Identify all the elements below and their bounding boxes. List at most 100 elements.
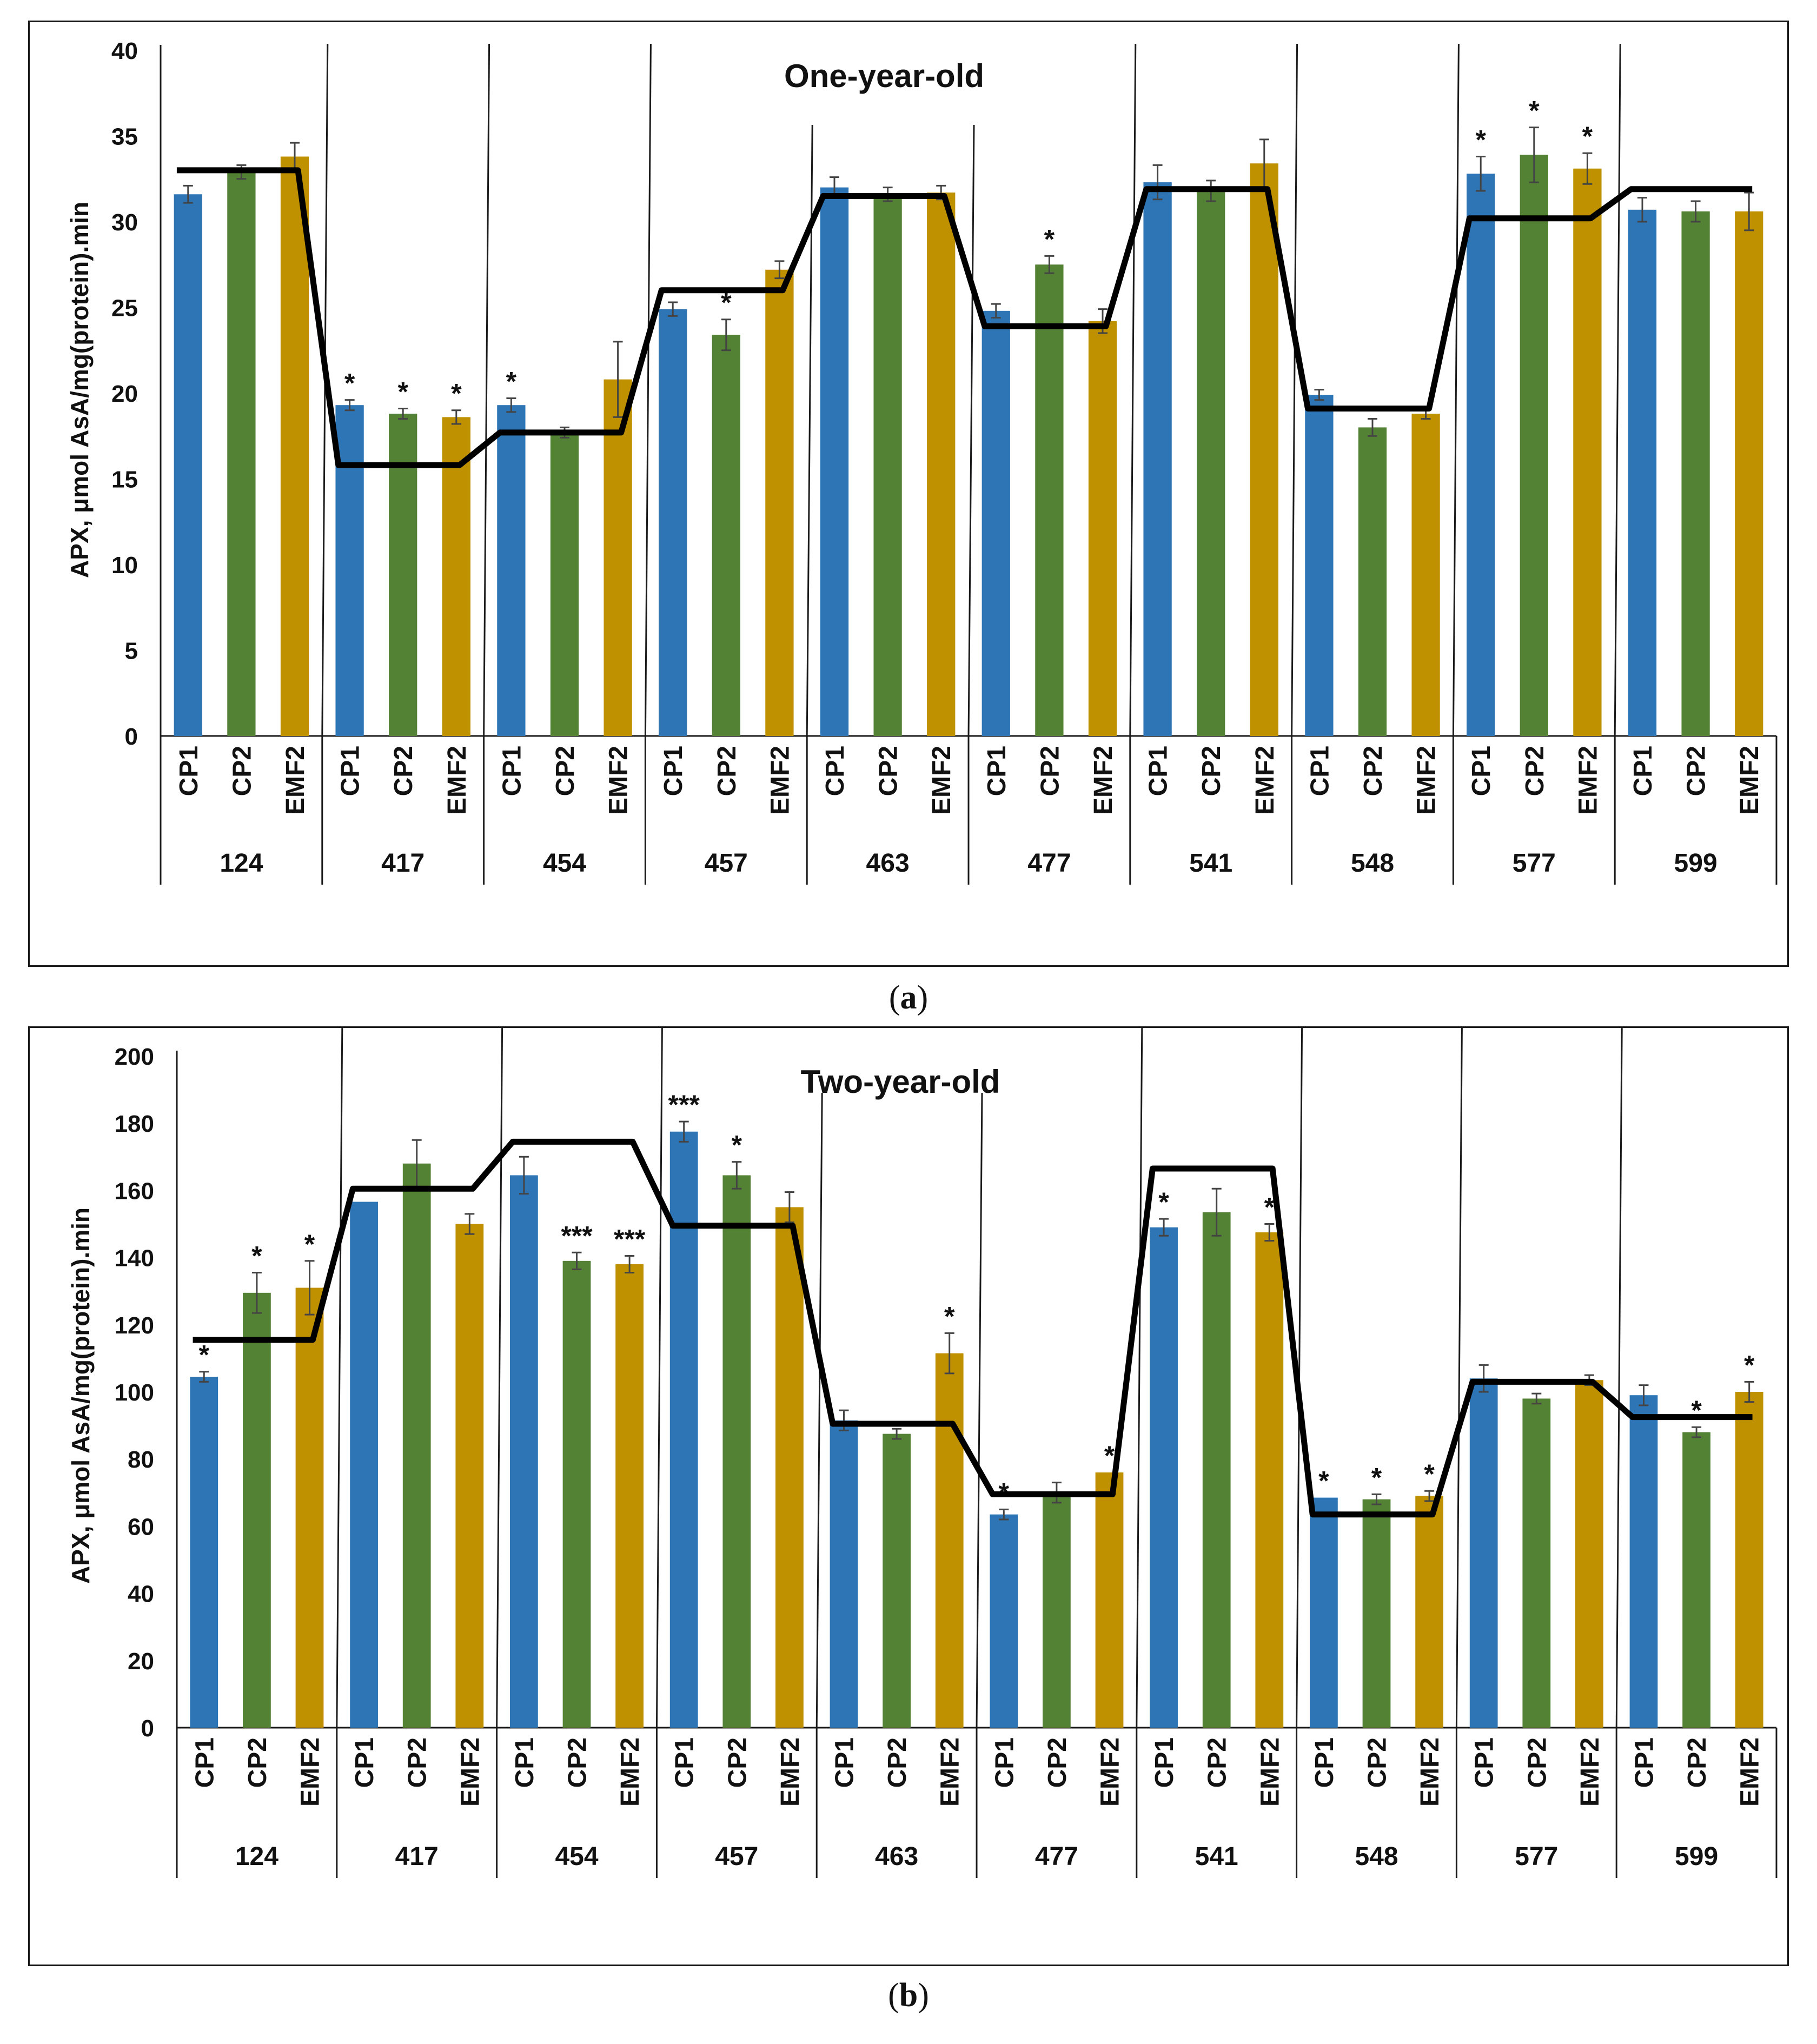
bar-cp2-454 <box>562 1260 591 1728</box>
chart-b-svg: Two-year-old APX, μmol AsA/mg(protein).mi… <box>67 1028 1778 1878</box>
bar-cp2-124 <box>243 1292 271 1728</box>
x-tick-label-emf2: EMF2 <box>927 746 956 815</box>
x-tick-label-cp1: CP1 <box>175 746 203 796</box>
group-label-477: 477 <box>1027 849 1071 878</box>
significance-mark: * <box>199 1340 210 1370</box>
bar-cp1-457 <box>659 309 687 736</box>
significance-mark: *** <box>668 1090 700 1120</box>
x-tick-label-cp2: CP2 <box>1036 746 1064 796</box>
x-tick-label-cp1: CP1 <box>830 1737 859 1788</box>
bar-cp1-477 <box>982 310 1010 736</box>
bar-cp2-599 <box>1681 211 1710 736</box>
bar-cp2-548 <box>1362 1499 1391 1728</box>
y-tick-label: 0 <box>141 1715 154 1742</box>
x-tick-label-cp1: CP1 <box>1629 746 1657 796</box>
bar-emf2-548 <box>1415 1496 1443 1728</box>
significance-mark: * <box>1691 1395 1702 1425</box>
group-label-417: 417 <box>381 849 425 878</box>
significance-mark: * <box>506 367 517 397</box>
bar-cp2-599 <box>1682 1432 1710 1728</box>
x-tick-label-cp2: CP2 <box>228 746 256 796</box>
group-label-548: 548 <box>1355 1842 1398 1871</box>
y-tick-label: 10 <box>111 552 138 579</box>
x-tick-label-emf2: EMF2 <box>1416 1737 1444 1807</box>
bar-emf2-457 <box>775 1207 804 1728</box>
mean-line <box>176 167 1753 468</box>
group-separator <box>1615 1028 1623 1728</box>
x-tick-label-emf2: EMF2 <box>776 1737 805 1807</box>
bar-cp1-124 <box>190 1377 218 1728</box>
bar-cp2-477 <box>1035 264 1064 736</box>
bar-cp2-541 <box>1197 190 1225 736</box>
bar-emf2-124 <box>295 1288 324 1728</box>
bar-emf2-463 <box>935 1353 964 1728</box>
x-tick-label-cp2: CP2 <box>243 1737 272 1788</box>
x-tick-label-emf2: EMF2 <box>1089 746 1118 815</box>
y-tick-label: 120 <box>115 1312 154 1339</box>
x-tick-label-emf2: EMF2 <box>296 1737 325 1807</box>
significance-mark: * <box>1424 1459 1435 1489</box>
group-label-577: 577 <box>1515 1842 1558 1871</box>
x-tick-label-emf2: EMF2 <box>1413 746 1441 815</box>
bar-cp1-548 <box>1305 395 1334 736</box>
significance-mark: * <box>1371 1462 1382 1492</box>
y-tick-label: 60 <box>128 1514 154 1540</box>
bar-cp2-541 <box>1202 1212 1231 1728</box>
group-label-457: 457 <box>715 1842 758 1871</box>
x-tick-label-cp2: CP2 <box>1359 746 1388 796</box>
x-tick-label-cp1: CP1 <box>498 746 526 796</box>
significance-mark: *** <box>614 1224 646 1254</box>
group-label-541: 541 <box>1189 849 1232 878</box>
caption-a-open: ( <box>888 979 900 1016</box>
bar-emf2-599 <box>1735 211 1763 736</box>
chart-panel-a: One-year-old APX, μmol AsA/mg(protein).mi… <box>28 21 1789 967</box>
bar-emf2-541 <box>1255 1232 1284 1728</box>
significance-mark: *** <box>561 1220 593 1251</box>
bar-emf2-417 <box>455 1224 484 1728</box>
group-separator <box>655 1028 663 1728</box>
group-separator <box>976 1092 983 1728</box>
caption-a: (a) <box>854 979 963 1017</box>
bar-cp2-548 <box>1358 427 1387 736</box>
group-label-124: 124 <box>220 849 263 878</box>
x-tick-label-cp2: CP2 <box>1682 746 1711 796</box>
bar-cp2-124 <box>227 172 256 736</box>
x-tick-label-emf2: EMF2 <box>1251 746 1279 815</box>
x-tick-label-emf2: EMF2 <box>1574 746 1602 815</box>
chart-title: Two-year-old <box>801 1064 1000 1100</box>
bar-cp1-577 <box>1469 1378 1498 1728</box>
x-tick-label-cp1: CP1 <box>1470 1737 1499 1788</box>
x-tick-label-cp2: CP2 <box>883 1737 912 1788</box>
bar-cp2-457 <box>712 335 740 736</box>
x-tick-label-cp2: CP2 <box>1683 1737 1712 1788</box>
significance-mark: * <box>1318 1466 1329 1496</box>
chart-panel-b: Two-year-old APX, μmol AsA/mg(protein).mi… <box>28 1026 1789 1966</box>
x-tick-label-cp2: CP2 <box>1521 746 1549 796</box>
x-tick-label-cp1: CP1 <box>1144 746 1173 796</box>
y-tick-label: 160 <box>115 1178 154 1204</box>
x-tick-label-cp1: CP1 <box>1305 746 1334 796</box>
group-separator <box>1452 43 1460 736</box>
bar-cp2-477 <box>1043 1492 1071 1728</box>
significance-mark: * <box>1475 125 1486 155</box>
bar-emf2-457 <box>765 269 794 736</box>
x-tick-label-cp2: CP2 <box>723 1737 752 1788</box>
bar-cp1-124 <box>174 194 202 736</box>
significance-mark: * <box>944 1301 955 1331</box>
bar-emf2-541 <box>1250 163 1278 736</box>
group-label-457: 457 <box>705 849 748 878</box>
bar-emf2-454 <box>615 1264 644 1728</box>
x-tick-label-cp1: CP1 <box>1150 1737 1179 1788</box>
bar-emf2-577 <box>1573 168 1602 736</box>
y-axis-label: APX, μmol AsA/mg(protein).min <box>65 202 94 578</box>
x-tick-label-cp1: CP1 <box>1630 1737 1659 1788</box>
group-label-577: 577 <box>1513 849 1556 878</box>
y-tick-label: 140 <box>115 1245 154 1272</box>
x-tick-label-cp2: CP2 <box>1523 1737 1551 1788</box>
y-tick-label: 35 <box>111 124 138 150</box>
significance-mark: * <box>397 377 408 407</box>
group-separator <box>321 43 329 736</box>
group-separator <box>1614 43 1621 736</box>
y-tick-label: 30 <box>111 209 138 236</box>
bar-cp1-454 <box>510 1175 538 1728</box>
